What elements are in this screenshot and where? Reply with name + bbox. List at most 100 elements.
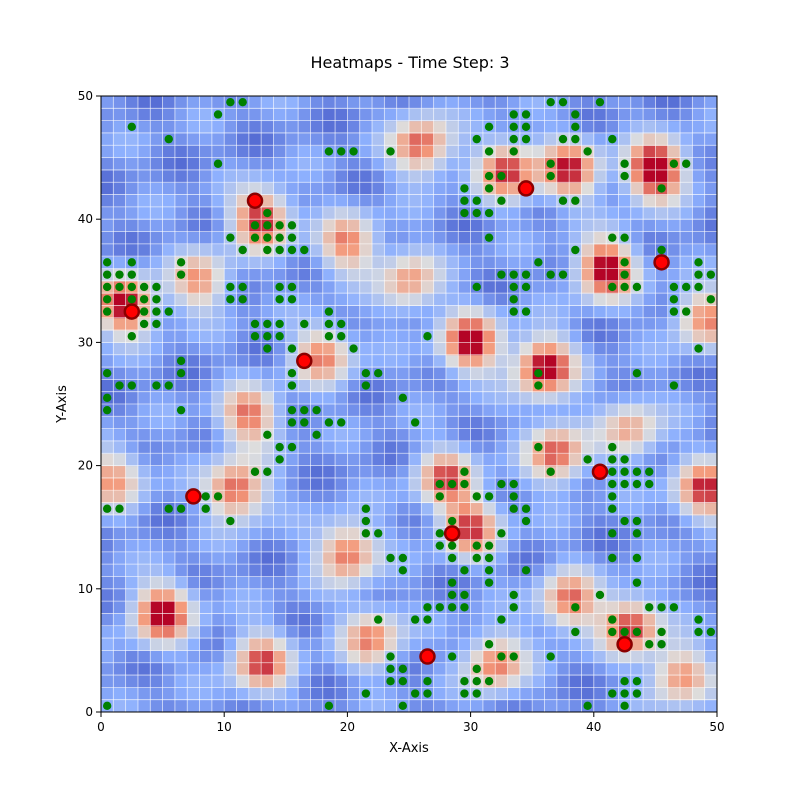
heatmap-cell bbox=[298, 379, 311, 393]
heatmap-cell bbox=[680, 120, 693, 134]
heatmap-cell bbox=[680, 650, 693, 664]
heatmap-cell bbox=[692, 576, 706, 590]
heatmap-cell bbox=[199, 305, 213, 319]
heatmap-cell bbox=[396, 650, 410, 664]
heatmap-cell bbox=[495, 465, 509, 479]
heatmap-cell bbox=[606, 638, 619, 651]
heatmap-cell bbox=[137, 416, 151, 430]
heatmap-cell bbox=[482, 330, 496, 343]
heatmap-cell bbox=[692, 108, 706, 122]
heatmap-cell bbox=[384, 539, 398, 553]
heatmap-cell bbox=[507, 551, 521, 565]
green-point bbox=[102, 405, 112, 415]
heatmap-cell bbox=[285, 601, 299, 614]
heatmap-cell bbox=[150, 625, 164, 639]
heatmap-cell bbox=[298, 182, 311, 196]
heatmap-cell bbox=[618, 440, 632, 454]
heatmap-cell bbox=[137, 194, 151, 208]
heatmap-cell bbox=[236, 342, 250, 356]
heatmap-cell bbox=[519, 354, 533, 368]
heatmap-cell bbox=[261, 157, 274, 171]
green-point bbox=[509, 590, 518, 600]
heatmap-cell bbox=[482, 527, 496, 541]
heatmap-cell bbox=[137, 514, 151, 528]
heatmap-cell bbox=[519, 96, 533, 109]
heatmap-cell bbox=[236, 440, 250, 454]
green-point bbox=[423, 603, 432, 612]
heatmap-cell bbox=[101, 576, 114, 590]
heatmap-cell bbox=[162, 625, 176, 639]
heatmap-cell bbox=[125, 182, 139, 196]
heatmap-cell bbox=[236, 601, 250, 614]
heatmap-cell bbox=[519, 342, 533, 356]
heatmap-cell bbox=[544, 145, 558, 159]
heatmap-cell bbox=[667, 440, 681, 454]
heatmap-cell bbox=[335, 453, 348, 467]
heatmap-cell bbox=[532, 638, 546, 651]
heatmap-cell bbox=[593, 502, 607, 516]
heatmap-cell bbox=[544, 132, 558, 146]
heatmap-cell bbox=[482, 108, 496, 122]
heatmap-cell bbox=[187, 514, 201, 528]
heatmap-cell bbox=[667, 675, 681, 688]
heatmap-cell bbox=[569, 305, 582, 319]
heatmap-cell bbox=[359, 206, 373, 220]
heatmap-cell bbox=[396, 490, 410, 504]
green-point bbox=[300, 405, 309, 415]
heatmap-cell bbox=[680, 145, 693, 159]
heatmap-cell bbox=[581, 367, 595, 380]
heatmap-cell bbox=[162, 317, 176, 331]
green-point bbox=[238, 97, 247, 107]
heatmap-cell bbox=[310, 588, 324, 602]
heatmap-cell bbox=[174, 539, 188, 553]
heatmap-cell bbox=[458, 428, 472, 442]
heatmap-cell bbox=[495, 539, 509, 553]
heatmap-cell bbox=[445, 206, 459, 220]
heatmap-cell bbox=[618, 404, 632, 417]
green-point bbox=[571, 110, 580, 119]
heatmap-cell bbox=[174, 317, 188, 331]
heatmap-cell bbox=[310, 219, 324, 233]
heatmap-cell bbox=[322, 588, 336, 602]
heatmap-cell bbox=[162, 465, 176, 479]
heatmap-cell bbox=[236, 206, 250, 220]
heatmap-cell bbox=[667, 576, 681, 590]
heatmap-cell bbox=[335, 440, 348, 454]
heatmap-cell bbox=[667, 243, 681, 257]
heatmap-cell bbox=[310, 625, 324, 639]
green-point bbox=[361, 516, 371, 526]
heatmap-cell bbox=[137, 564, 151, 577]
heatmap-cell bbox=[643, 96, 656, 109]
heatmap-cell bbox=[174, 514, 188, 528]
heatmap-cell bbox=[482, 219, 496, 233]
heatmap-cell bbox=[125, 206, 139, 220]
heatmap-cell bbox=[261, 354, 274, 368]
heatmap-cell bbox=[187, 477, 201, 491]
heatmap-cell bbox=[137, 465, 151, 479]
heatmap-cell bbox=[236, 268, 250, 282]
heatmap-cell bbox=[409, 367, 422, 380]
heatmap-cell bbox=[655, 145, 669, 159]
heatmap-cell bbox=[556, 157, 570, 171]
green-point bbox=[115, 282, 124, 292]
green-point bbox=[263, 344, 272, 353]
green-point bbox=[558, 270, 568, 279]
heatmap-cell bbox=[211, 391, 225, 405]
heatmap-cell bbox=[101, 96, 114, 109]
heatmap-cell bbox=[150, 675, 164, 688]
heatmap-cell bbox=[470, 169, 484, 183]
green-point bbox=[127, 381, 136, 390]
heatmap-cell bbox=[445, 675, 459, 688]
heatmap-cell bbox=[433, 440, 447, 454]
heatmap-cell bbox=[643, 280, 656, 294]
heatmap-cell bbox=[569, 169, 582, 183]
heatmap-cell bbox=[199, 330, 213, 343]
heatmap-cell bbox=[137, 96, 151, 109]
heatmap-cell bbox=[261, 527, 274, 541]
heatmap-cell bbox=[532, 699, 546, 712]
heatmap-cell bbox=[273, 428, 287, 442]
heatmap-cell bbox=[101, 465, 114, 479]
heatmap-cell bbox=[310, 96, 324, 109]
heatmap-cell bbox=[704, 502, 717, 516]
heatmap-cell bbox=[606, 293, 619, 306]
